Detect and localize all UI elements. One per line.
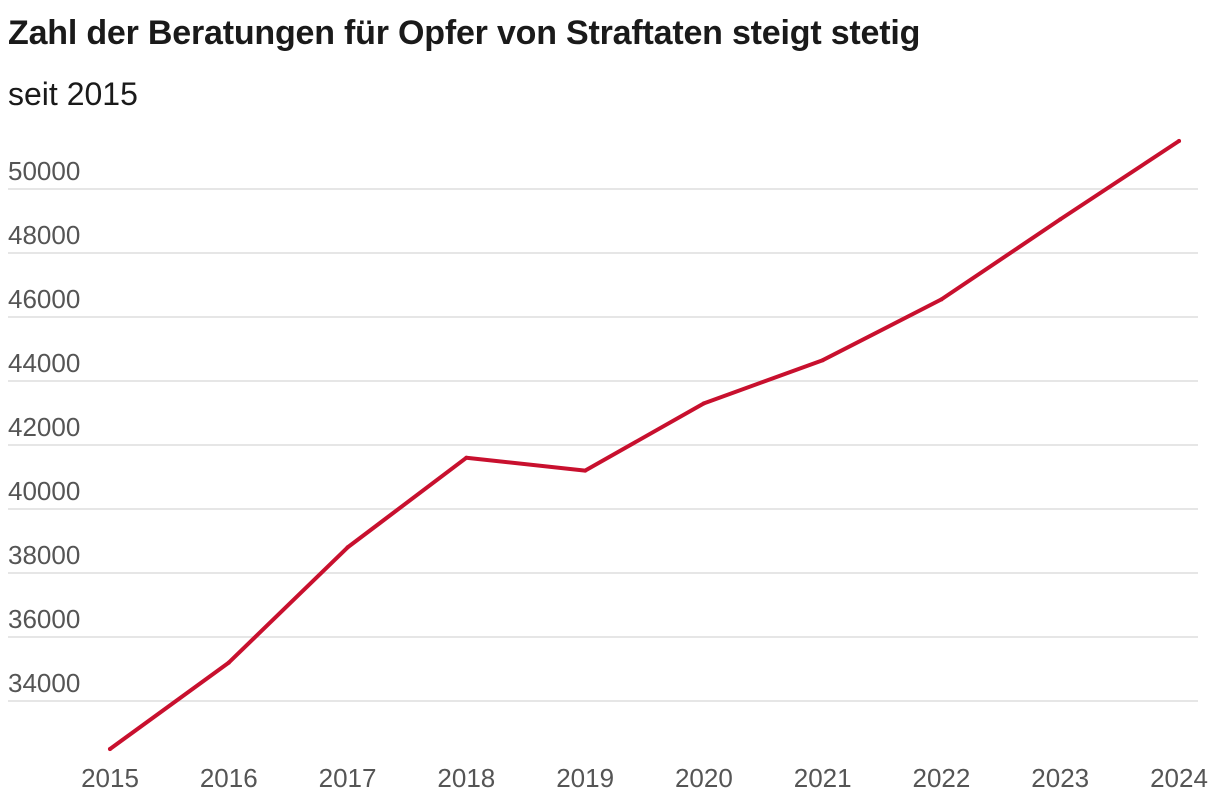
- x-tick-label: 2021: [794, 763, 852, 793]
- x-tick-label: 2022: [913, 763, 971, 793]
- data-point: [939, 297, 944, 302]
- y-tick-label: 42000: [8, 412, 80, 442]
- data-point: [226, 660, 231, 665]
- chart-subtitle: seit 2015: [8, 76, 138, 112]
- x-tick-label: 2016: [200, 763, 258, 793]
- x-axis-ticks: 2015 2016 2017 2018 2019 2020 2021 2022 2023 2024: [81, 763, 1208, 793]
- x-tick-label: 2024: [1150, 763, 1208, 793]
- x-tick-label: 2017: [319, 763, 377, 793]
- y-tick-label: 38000: [8, 540, 80, 570]
- y-tick-label: 36000: [8, 604, 80, 634]
- data-point: [583, 468, 588, 473]
- y-tick-label: 40000: [8, 476, 80, 506]
- y-tick-label: 44000: [8, 348, 80, 378]
- x-tick-label: 2023: [1031, 763, 1089, 793]
- x-tick-label: 2018: [437, 763, 495, 793]
- gridlines: [8, 188, 1198, 702]
- y-tick-label: 50000: [8, 156, 80, 186]
- x-tick-label: 2015: [81, 763, 139, 793]
- y-axis-ticks: 34000 36000 38000 40000 42000 44000 46000 48000…: [8, 156, 80, 698]
- series: [108, 139, 1181, 751]
- chart-title: Zahl der Beratungen für Opfer von Straft…: [8, 14, 921, 52]
- data-point: [108, 747, 112, 751]
- data-point: [464, 455, 469, 460]
- y-tick-label: 46000: [8, 284, 80, 314]
- x-tick-label: 2019: [556, 763, 614, 793]
- series-line: [108, 139, 1181, 751]
- data-point: [1177, 139, 1181, 143]
- y-tick-label: 48000: [8, 220, 80, 250]
- data-point: [701, 401, 706, 406]
- data-point: [820, 358, 825, 363]
- x-tick-label: 2020: [675, 763, 733, 793]
- data-point: [1058, 217, 1063, 222]
- y-tick-label: 34000: [8, 668, 80, 698]
- data-point: [345, 545, 350, 550]
